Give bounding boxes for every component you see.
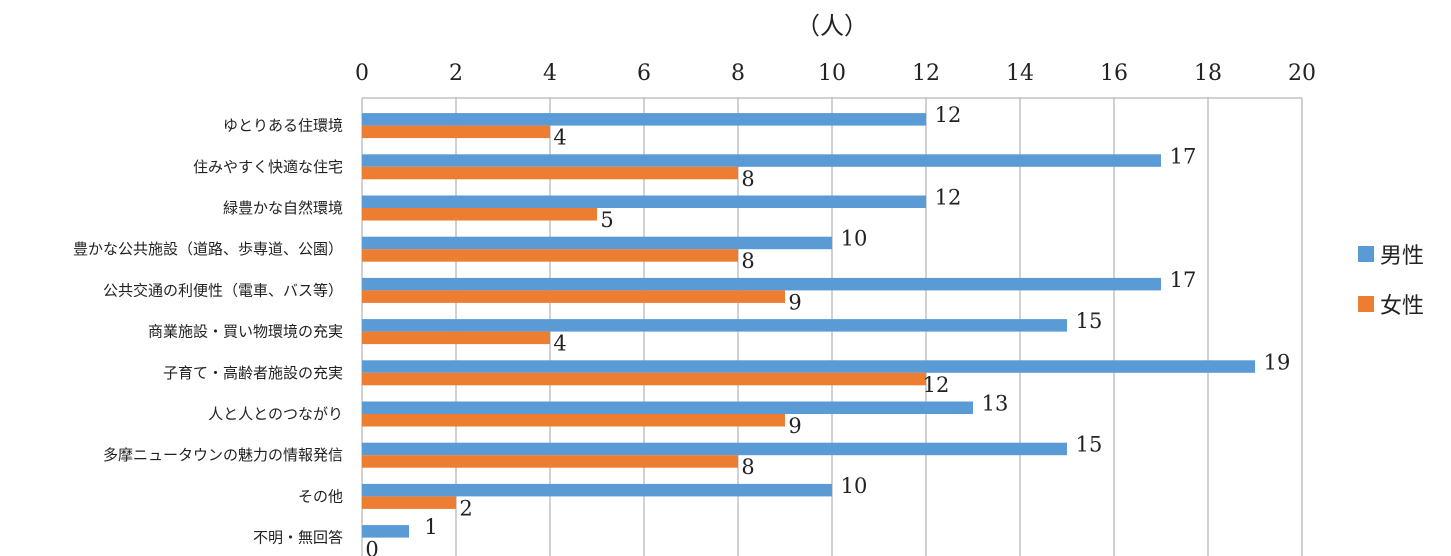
bar-male: [362, 525, 409, 538]
x-tick-label: 20: [1288, 61, 1316, 86]
bar-male: [362, 360, 1255, 373]
bar-female: [362, 249, 738, 262]
data-label-male: 10: [841, 474, 868, 498]
data-label-female: 0: [365, 538, 378, 556]
x-tick-label: 2: [449, 61, 463, 86]
category-label: 子育て・高齢者施設の充実: [163, 364, 343, 382]
x-tick-label: 12: [912, 61, 940, 86]
category-label: 人と人とのつながり: [208, 405, 343, 423]
category-label: 多摩ニュータウンの魅力の情報発信: [103, 446, 343, 464]
x-axis-ticks: 0 2 4 6 8 10 12 14 16 18 20: [355, 61, 1316, 86]
bar-female: [362, 496, 456, 509]
bar-female: [362, 290, 785, 303]
bar-female: [362, 208, 597, 221]
x-tick-label: 14: [1006, 61, 1034, 86]
bar-male: [362, 154, 1161, 167]
category-label: 豊かな公共施設（道路、歩専道、公園）: [73, 240, 343, 258]
data-label-male: 15: [1076, 433, 1103, 457]
bars: [362, 113, 1255, 538]
category-label: その他: [298, 487, 343, 505]
legend-swatch-female: [1358, 296, 1374, 312]
category-label: ゆとりある住環境: [223, 117, 343, 135]
data-label-female: 4: [553, 126, 566, 150]
data-label-female: 4: [553, 332, 566, 356]
bar-male: [362, 236, 832, 250]
bar-male: [362, 113, 926, 126]
bar-male: [362, 195, 926, 208]
legend: 男性 女性: [1358, 240, 1424, 340]
data-label-male: 10: [841, 227, 868, 251]
x-tick-label: 18: [1194, 61, 1222, 86]
data-label-male: 13: [982, 392, 1009, 416]
legend-swatch-male: [1358, 246, 1374, 262]
legend-item-female: 女性: [1358, 290, 1425, 319]
data-label-female: 9: [788, 290, 801, 314]
data-label-male: 1: [424, 515, 437, 539]
category-label: 緑豊かな自然環境: [223, 199, 343, 217]
data-label-male: 17: [1170, 144, 1197, 168]
bar-female: [362, 331, 550, 345]
data-label-male: 17: [1170, 268, 1197, 292]
data-label-female: 5: [600, 208, 613, 232]
data-label-female: 8: [741, 249, 754, 273]
data-label-female: 8: [741, 455, 754, 479]
category-label: 住みやすく快適な住宅: [193, 158, 343, 176]
bar-male: [362, 483, 832, 497]
bar-male: [362, 442, 1067, 456]
data-label-female: 8: [741, 167, 754, 191]
category-label: 公共交通の利便性（電車、バス等）: [103, 281, 343, 299]
category-label: 商業施設・買い物環境の充実: [148, 323, 343, 341]
x-tick-label: 16: [1100, 61, 1128, 86]
category-label: 不明・無回答: [253, 529, 343, 547]
x-tick-label: 6: [637, 61, 651, 86]
data-label-male: 12: [935, 186, 962, 210]
data-label-female: 9: [788, 414, 801, 438]
x-tick-label: 8: [731, 61, 745, 86]
axis-unit-label: （人）: [796, 12, 868, 40]
data-label-male: 15: [1076, 309, 1103, 333]
bar-female: [362, 414, 785, 427]
legend-item-male: 男性: [1358, 240, 1425, 269]
data-label-male: 19: [1264, 350, 1291, 374]
data-label-female: 12: [923, 373, 950, 397]
bar-male: [362, 277, 1161, 291]
bar-female: [362, 166, 738, 180]
x-tick-label: 10: [818, 61, 846, 86]
legend-label-male: 男性: [1380, 244, 1425, 269]
bar-female: [362, 125, 550, 139]
bar-female: [362, 455, 738, 468]
bar-male: [362, 319, 1067, 332]
legend-label-female: 女性: [1380, 294, 1425, 319]
bar-female: [362, 372, 926, 386]
x-tick-label: 4: [543, 61, 557, 86]
x-tick-label: 0: [355, 61, 369, 86]
data-label-female: 2: [459, 496, 472, 520]
category-labels: ゆとりある住環境住みやすく快適な住宅緑豊かな自然環境豊かな公共施設（道路、歩専道…: [73, 117, 343, 547]
bar-male: [362, 401, 973, 414]
data-label-male: 12: [935, 103, 962, 127]
